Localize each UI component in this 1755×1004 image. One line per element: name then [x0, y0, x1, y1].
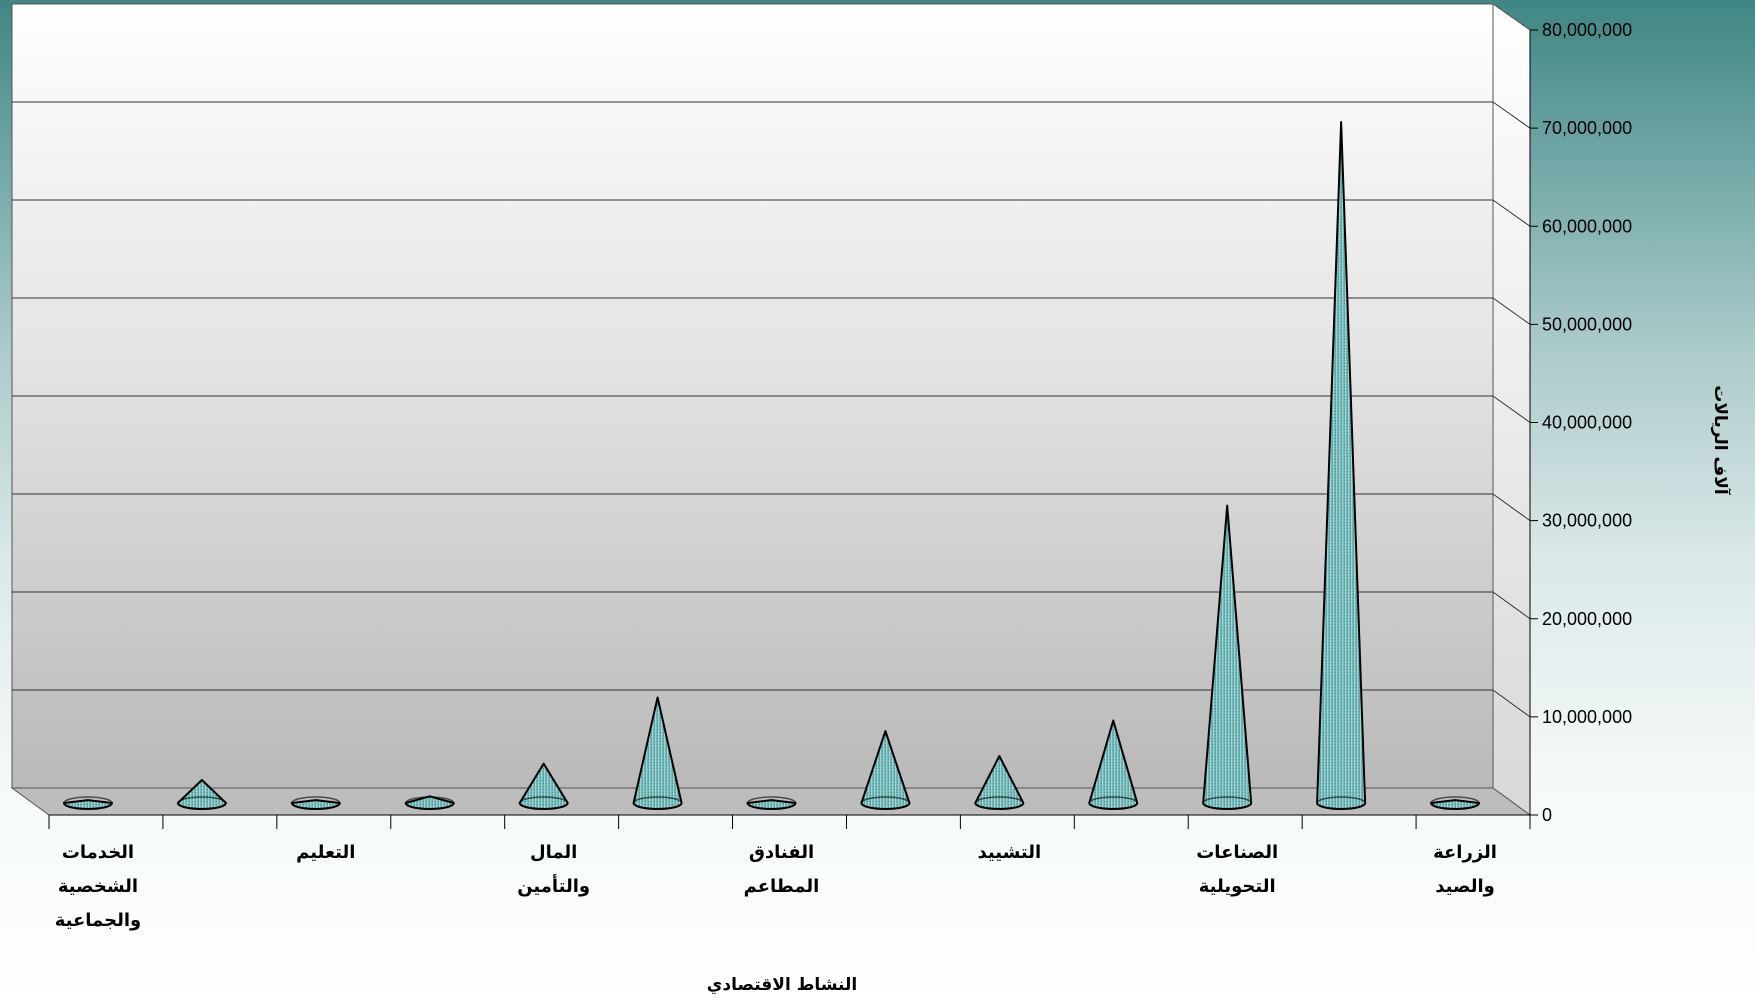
cone-bar [1430, 796, 1481, 810]
category-label: الزراعة والصيد [1433, 842, 1497, 897]
plot-walls [10, 3, 1532, 816]
cone-bar [860, 730, 911, 810]
y-tick-label: 0 [1542, 805, 1552, 825]
y-tick-label: 40,000,000 [1542, 413, 1632, 433]
cone-bar [176, 778, 227, 810]
cone-bar [404, 795, 455, 810]
cone-bar [1316, 121, 1367, 810]
category-labels: الزراعة والصيد الصناعات التحويلية التشييد الف… [55, 842, 1497, 931]
gridline [1492, 395, 1531, 423]
gridline [1492, 689, 1531, 718]
y-tick-label: 80,000,000 [1542, 20, 1632, 40]
category-label: التعليم [296, 842, 355, 863]
gridline [1492, 493, 1531, 522]
gridline [1492, 591, 1531, 620]
cone-bar [62, 796, 113, 810]
cone-bar [518, 762, 569, 810]
y-tick-label: 60,000,000 [1542, 216, 1632, 236]
category-label: المال والتأمين [517, 842, 590, 897]
y-axis-title: آلاف الريالات [1710, 385, 1732, 496]
cones [62, 121, 1481, 810]
cone-bar [974, 755, 1025, 810]
gridline [1492, 199, 1531, 227]
y-tick-label: 20,000,000 [1542, 609, 1632, 629]
y-tick-label: 70,000,000 [1542, 118, 1632, 138]
cone-bar [746, 796, 797, 810]
x-axis [48, 814, 1531, 829]
gridline [1492, 101, 1531, 129]
gridline [1492, 297, 1531, 325]
y-tick-label: 50,000,000 [1542, 314, 1632, 334]
y-axis: 0 10,000,000 20,000,000 30,000,000 40,000,00… [1529, 20, 1632, 825]
x-axis-title: النشاط الاقتصادي [707, 975, 857, 995]
cone-bar [1088, 719, 1139, 810]
cone-bar [1202, 504, 1253, 810]
y-tick-label: 30,000,000 [1542, 511, 1632, 531]
category-label: الفنادق المطاعم [744, 842, 820, 897]
cone-bar [290, 796, 341, 810]
category-label: الخدمات الشخصية والجماعية [55, 842, 141, 931]
gridlines [12, 101, 1531, 718]
category-label: الصناعات التحويلية [1196, 842, 1278, 897]
category-label: التشييد [978, 842, 1042, 863]
cone-bar [632, 696, 683, 810]
y-tick-label: 10,000,000 [1542, 707, 1632, 727]
